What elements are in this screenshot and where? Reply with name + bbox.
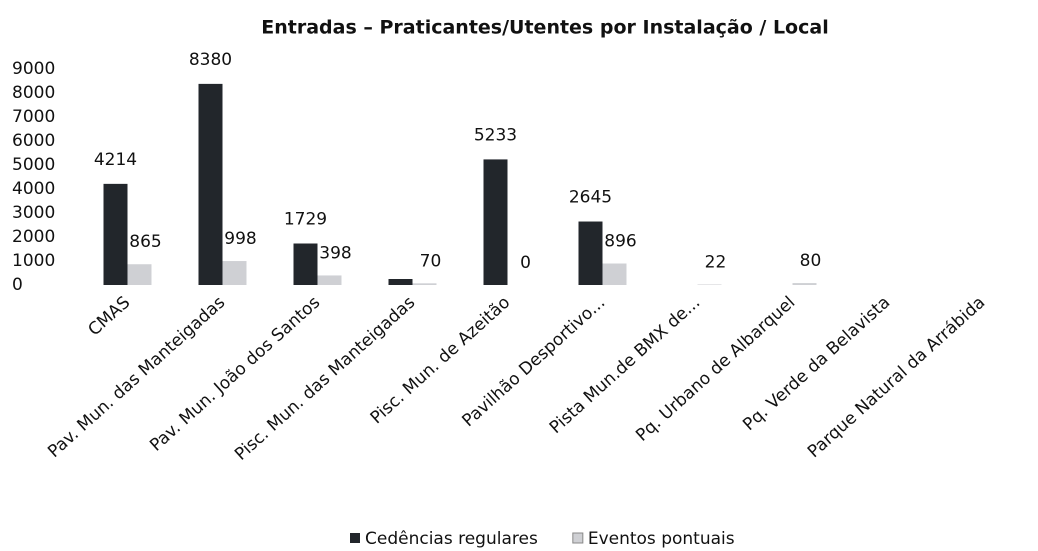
bar: [222, 261, 247, 285]
x-tick-label: Parque Natural da Arrábida: [804, 293, 989, 463]
data-label: 896: [604, 231, 636, 251]
x-tick-label: Pista Mun.de BMX de...: [546, 293, 704, 438]
y-tick-label: 7000: [12, 107, 55, 127]
bar: [388, 279, 413, 285]
bar: [127, 264, 152, 285]
data-label: 0: [520, 253, 531, 273]
y-tick-label: 3000: [12, 203, 55, 223]
bar: [293, 243, 318, 285]
bar: [792, 283, 817, 285]
y-tick-label: 1000: [12, 251, 55, 271]
legend-label: Eventos pontuais: [588, 529, 735, 549]
y-tick-label: 2000: [12, 227, 55, 247]
data-label: 4214: [94, 150, 137, 170]
y-tick-label: 0: [12, 275, 23, 295]
data-label: 2645: [569, 188, 612, 208]
x-tick-label: Pq. Urbano de Albarquel: [632, 293, 799, 446]
y-tick-label: 8000: [12, 83, 55, 103]
bar: [483, 159, 508, 285]
data-label: 80: [800, 251, 822, 271]
bar: [412, 283, 437, 285]
data-label: 22: [705, 252, 727, 272]
data-label: 998: [224, 229, 256, 249]
data-label: 398: [319, 243, 351, 263]
y-tick-label: 5000: [12, 155, 55, 175]
legend-swatch: [350, 533, 360, 543]
x-tick-label: Pav. Mun. das Manteigadas: [44, 292, 229, 461]
legend-label: Cedências regulares: [365, 529, 538, 549]
bar: [317, 275, 342, 285]
y-tick-label: 4000: [12, 179, 55, 199]
x-tick-label: Pav. Mun. João dos Santos: [146, 292, 324, 455]
y-tick-label: 9000: [12, 59, 55, 79]
chart-title: Entradas – Praticantes/Utentes por Insta…: [261, 17, 828, 39]
bar: [602, 263, 627, 285]
bar: [103, 183, 128, 285]
data-label: 1729: [284, 210, 327, 230]
data-label: 8380: [189, 50, 232, 70]
x-tick-label: CMAS: [84, 293, 134, 341]
legend-swatch: [572, 532, 584, 544]
x-tick-label: Pisc. Mun. das Manteigadas: [231, 292, 419, 464]
bar: [198, 83, 223, 285]
y-tick-label: 6000: [12, 131, 55, 151]
data-label: 5233: [474, 125, 517, 145]
data-label: 70: [420, 251, 442, 271]
bar: [578, 221, 603, 285]
bar: [697, 284, 722, 285]
data-label: 865: [129, 232, 161, 252]
